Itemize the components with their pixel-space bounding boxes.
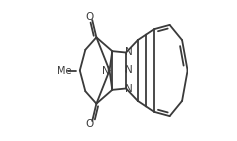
- Text: N: N: [125, 47, 133, 57]
- Text: O: O: [85, 119, 94, 129]
- Text: Me: Me: [57, 66, 71, 75]
- Text: O: O: [85, 12, 94, 22]
- Text: N: N: [102, 66, 110, 75]
- Text: N: N: [125, 84, 133, 94]
- Text: N: N: [125, 65, 133, 75]
